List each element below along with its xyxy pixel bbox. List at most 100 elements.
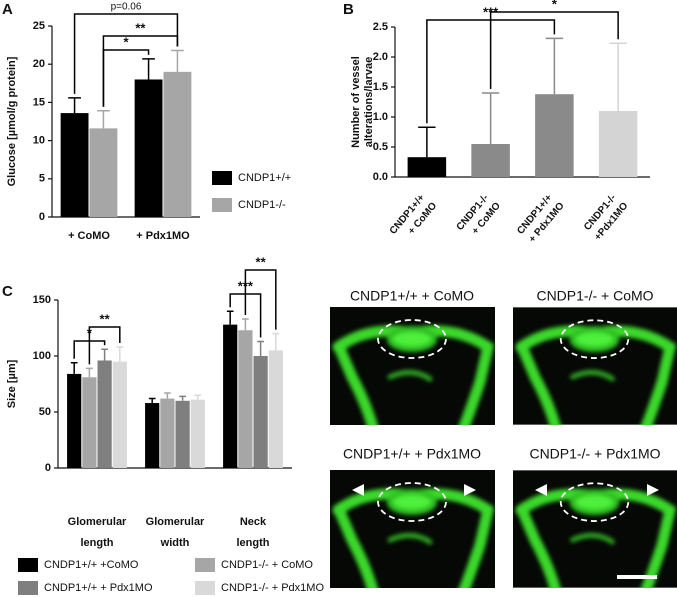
error-bar — [418, 126, 436, 158]
y-tick-label: 0 — [39, 211, 45, 223]
bar — [175, 400, 190, 468]
error-bar — [86, 367, 93, 378]
y-tick-label: 2.5 — [373, 21, 388, 33]
error-bar — [116, 346, 124, 362]
bar — [598, 111, 638, 177]
y-tick-label: 100 — [33, 350, 51, 362]
bar — [190, 399, 205, 468]
significance-label: * — [123, 34, 129, 49]
x-tick-label: length — [237, 537, 270, 549]
bar — [145, 403, 160, 468]
bar — [82, 377, 97, 468]
legend-swatch — [18, 581, 38, 595]
significance-bracket — [489, 11, 619, 89]
error-bar — [481, 92, 500, 144]
x-tick-label: Glomerular — [146, 516, 205, 528]
error-bar — [609, 42, 627, 111]
micrograph-title: CNDP1-/- + CoMO — [536, 288, 653, 304]
error-bar — [142, 58, 155, 80]
significance-bracket — [244, 269, 277, 330]
x-tick-label: + CoMO — [68, 230, 110, 242]
significance-label: ** — [135, 20, 146, 35]
y-tick-label: 0.0 — [373, 171, 388, 183]
legend-label: CNDP1-/- — [238, 199, 286, 211]
significance-label: p=0.06 — [111, 2, 142, 13]
bar — [134, 79, 163, 217]
y-axis-label: Number of vessel — [350, 56, 362, 148]
y-tick-label: 0.5 — [373, 141, 388, 153]
error-bar — [164, 392, 171, 399]
error-bar — [148, 397, 156, 404]
y-tick-label: 50 — [39, 406, 51, 418]
legend-label: CNDP1+/+ +CoMO — [44, 559, 139, 571]
y-tick-label: 25 — [33, 20, 45, 32]
error-bar — [545, 37, 564, 95]
micrograph-title: CNDP1+/+ + CoMO — [350, 288, 474, 304]
significance-bracket — [88, 326, 121, 365]
significance-bracket — [73, 13, 179, 94]
y-tick-label: 5 — [39, 173, 45, 185]
y-tick-label: 15 — [33, 96, 45, 108]
error-bar — [101, 348, 108, 361]
micrograph-title: CNDP1+/+ + Pdx1MO — [343, 446, 481, 462]
y-axis-label: Size [µm] — [6, 359, 18, 408]
y-tick-label: 10 — [33, 135, 45, 147]
x-tick-label: Glomerular — [68, 516, 127, 528]
micrograph — [330, 307, 495, 432]
significance-label: * — [552, 0, 558, 11]
error-bar — [226, 310, 234, 325]
error-bar — [97, 110, 110, 129]
bar — [67, 373, 82, 468]
y-tick-label: 1.5 — [373, 81, 388, 93]
y-tick-label: 2.0 — [373, 51, 388, 63]
legend-swatch — [195, 558, 215, 572]
bar — [253, 356, 268, 468]
bar — [112, 361, 127, 468]
error-bar — [68, 97, 81, 114]
bar — [163, 71, 192, 217]
legend-label: CNDP1-/- + CoMO — [221, 559, 313, 571]
legend-swatch — [18, 558, 38, 572]
y-tick-label: 1.0 — [373, 111, 388, 123]
error-bar — [194, 394, 202, 400]
scale-bar — [617, 575, 657, 579]
bar — [160, 398, 175, 468]
legend-swatch — [195, 581, 215, 595]
micrographs: CNDP1+/+ + CoMO CNDP1-/- + CoMO CNDP1+/+… — [330, 288, 677, 595]
x-tick-label: length — [81, 537, 114, 549]
panel-label: C — [2, 283, 13, 300]
bar — [238, 330, 253, 468]
x-tick-label: width — [160, 537, 190, 549]
panel-label: A — [2, 1, 13, 18]
error-bar — [272, 332, 280, 351]
bar — [97, 360, 112, 468]
y-axis-label: alterations/larvae — [363, 57, 375, 148]
panel-label: B — [343, 1, 354, 18]
bar — [268, 350, 283, 468]
error-bar — [257, 340, 264, 356]
bar — [89, 128, 118, 217]
significance-label: ** — [256, 254, 267, 269]
legend-swatch — [212, 198, 232, 212]
error-bar — [242, 318, 249, 331]
legend-label: CNDP1+/+ — [238, 172, 291, 184]
micrograph-title: CNDP1-/- + Pdx1MO — [529, 446, 660, 462]
error-bar — [171, 49, 184, 72]
bar — [407, 157, 447, 177]
significance-bracket — [102, 49, 150, 107]
bar — [223, 324, 238, 468]
legend-label: CNDP1+/+ + Pdx1MO — [44, 582, 153, 594]
error-bar — [70, 361, 78, 374]
y-tick-label: 150 — [33, 294, 51, 306]
bar — [60, 113, 89, 217]
bar — [471, 144, 510, 177]
significance-label: ** — [100, 311, 111, 326]
x-tick-label: Neck — [240, 516, 267, 528]
bar — [535, 94, 574, 177]
legend-swatch — [212, 171, 232, 185]
error-bar — [179, 395, 186, 401]
y-tick-label: 0 — [45, 462, 51, 474]
legend-label: CNDP1-/- + Pdx1MO — [221, 582, 324, 594]
y-axis-label: Glucose [µmol/g protein] — [6, 56, 18, 186]
